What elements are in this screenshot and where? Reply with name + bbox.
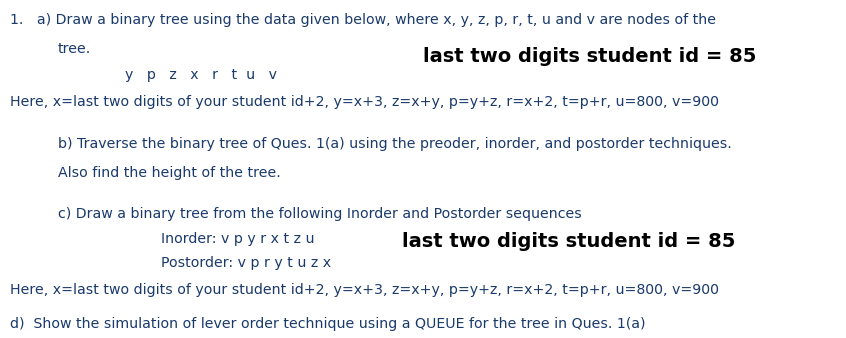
Text: Here, x=last two digits of your student id+2, y=x+3, z=x+y, p=y+z, r=x+2, t=p+r,: Here, x=last two digits of your student … <box>10 283 719 297</box>
Text: last two digits student id = 85: last two digits student id = 85 <box>423 47 756 66</box>
Text: Here, x=last two digits of your student id+2, y=x+3, z=x+y, p=y+z, r=x+2, t=p+r,: Here, x=last two digits of your student … <box>10 95 719 109</box>
Text: Postorder: v p r y t u z x: Postorder: v p r y t u z x <box>161 256 331 270</box>
Text: last two digits student id = 85: last two digits student id = 85 <box>402 232 735 250</box>
Text: d)  Show the simulation of lever order technique using a QUEUE for the tree in Q: d) Show the simulation of lever order te… <box>10 317 645 331</box>
Text: y   p   z   x   r   t  u   v: y p z x r t u v <box>125 68 277 81</box>
Text: Inorder: v p y r x t z u: Inorder: v p y r x t z u <box>161 232 314 245</box>
Text: tree.: tree. <box>58 42 91 56</box>
Text: Also find the height of the tree.: Also find the height of the tree. <box>58 166 280 179</box>
Text: c) Draw a binary tree from the following Inorder and Postorder sequences: c) Draw a binary tree from the following… <box>58 207 581 221</box>
Text: 1.   a) Draw a binary tree using the data given below, where x, y, z, p, r, t, u: 1. a) Draw a binary tree using the data … <box>10 13 717 27</box>
Text: b) Traverse the binary tree of Ques. 1(a) using the preoder, inorder, and postor: b) Traverse the binary tree of Ques. 1(a… <box>58 137 731 151</box>
